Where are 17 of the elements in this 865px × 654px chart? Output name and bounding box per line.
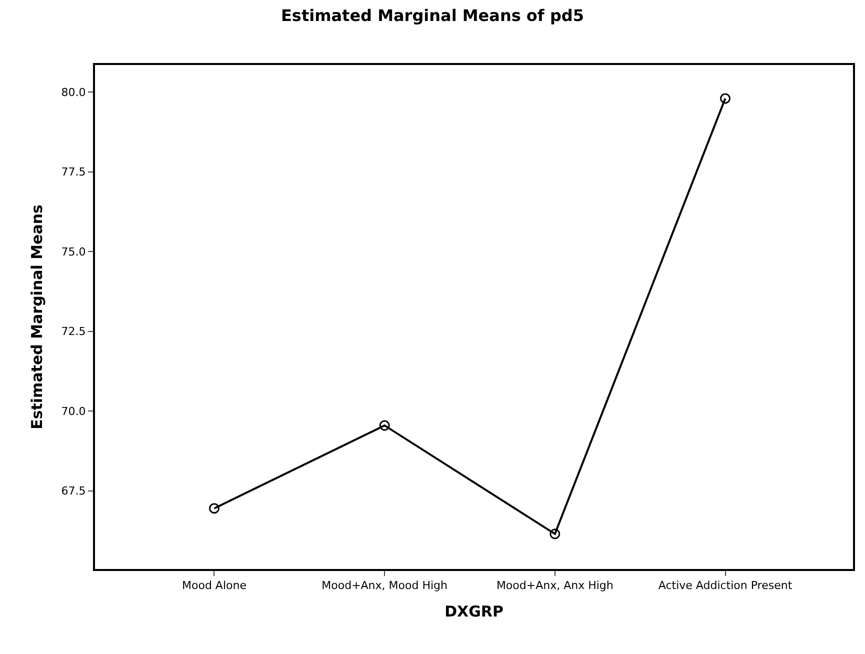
- point: [720, 93, 730, 104]
- y-tick-label: 77.5: [61, 166, 86, 179]
- point: [208, 503, 220, 514]
- y-tick-label: 67.5: [61, 484, 86, 498]
- point: [379, 420, 390, 431]
- x-axis-title: DXGRP: [444, 602, 504, 621]
- chart-title: Estimated Marginal Means of pd5: [281, 6, 584, 26]
- x-tick-label: Mood Alone: [182, 579, 247, 592]
- y-axis-title: Estimated Marginal Means: [28, 204, 46, 430]
- y-tick-label: 75.0: [61, 245, 86, 258]
- x-tick-label: Mood+Anx, Mood High: [322, 579, 448, 592]
- x-tick-label: Active Addiction Present: [658, 579, 793, 592]
- y-tick-label: 80.0: [61, 86, 86, 99]
- y-tick-label: 70.0: [61, 404, 86, 418]
- point: [550, 528, 560, 540]
- y-tick-label: 72.5: [61, 325, 86, 338]
- x-tick-label: Mood+Anx, Anx High: [496, 579, 614, 592]
